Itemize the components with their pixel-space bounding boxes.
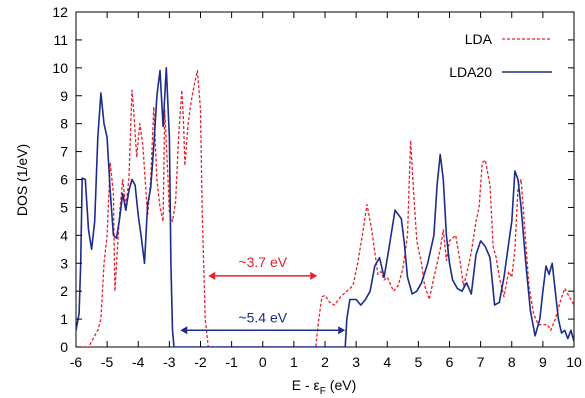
gap-arrow-head-left bbox=[208, 271, 216, 280]
x-tick-label: 6 bbox=[446, 354, 454, 370]
x-tick-label: -6 bbox=[70, 354, 83, 370]
gap-annotation-label: ~3.7 eV bbox=[238, 254, 287, 270]
y-tick-label: 6 bbox=[60, 172, 68, 188]
y-tick-label: 9 bbox=[60, 88, 68, 104]
x-tick-label: 10 bbox=[566, 354, 582, 370]
x-tick-label: 1 bbox=[290, 354, 298, 370]
annotations: ~3.7 eV ~5.4 eV bbox=[180, 254, 346, 335]
x-tick-label: 9 bbox=[539, 354, 547, 370]
series-line-lda20 bbox=[76, 67, 574, 347]
y-tick-label: 2 bbox=[60, 283, 68, 299]
gap-arrow-head-right bbox=[310, 271, 318, 280]
x-tick-label: -3 bbox=[163, 354, 176, 370]
x-tick-label: 4 bbox=[383, 354, 391, 370]
y-tick-label: 0 bbox=[60, 339, 68, 355]
x-tick-label: -2 bbox=[194, 354, 207, 370]
x-axis-title: E - εF (eV) bbox=[292, 377, 356, 397]
x-axis-title-unit: (eV) bbox=[326, 377, 356, 393]
x-tick-label: 8 bbox=[508, 354, 516, 370]
y-tick-label: 1 bbox=[60, 311, 68, 327]
x-tick-label: -5 bbox=[101, 354, 114, 370]
y-tick-label: 11 bbox=[53, 32, 68, 48]
gap-arrow-head-left bbox=[180, 326, 188, 335]
gap-annotation-label: ~5.4 eV bbox=[238, 310, 287, 326]
x-tick-label: 3 bbox=[352, 354, 360, 370]
x-tick-label: -1 bbox=[225, 354, 238, 370]
x-tick-label: 7 bbox=[477, 354, 485, 370]
legend: LDA LDA20 bbox=[449, 31, 552, 80]
y-tick-label: 8 bbox=[60, 116, 68, 132]
x-axis-title-main: E - ε bbox=[292, 377, 320, 393]
series-line-lda bbox=[76, 69, 574, 347]
legend-label-lda20: LDA20 bbox=[449, 64, 492, 80]
x-tick-label: -4 bbox=[132, 354, 145, 370]
x-tick-label: 2 bbox=[321, 354, 329, 370]
y-tick-label: 12 bbox=[52, 4, 68, 20]
x-axis-title-subscript: F bbox=[320, 386, 326, 397]
gap-arrow-head-right bbox=[338, 326, 346, 335]
y-tick-label: 3 bbox=[60, 255, 68, 271]
y-tick-label: 4 bbox=[60, 227, 68, 243]
x-tick-label: 0 bbox=[259, 354, 267, 370]
x-tick-label: 5 bbox=[414, 354, 422, 370]
legend-label-lda: LDA bbox=[465, 31, 493, 47]
y-tick-label: 5 bbox=[60, 199, 68, 215]
y-tick-label: 7 bbox=[60, 144, 68, 160]
series-lines bbox=[76, 67, 574, 347]
y-tick-label: 10 bbox=[52, 60, 68, 76]
y-axis-title: DOS (1/eV) bbox=[14, 144, 30, 216]
